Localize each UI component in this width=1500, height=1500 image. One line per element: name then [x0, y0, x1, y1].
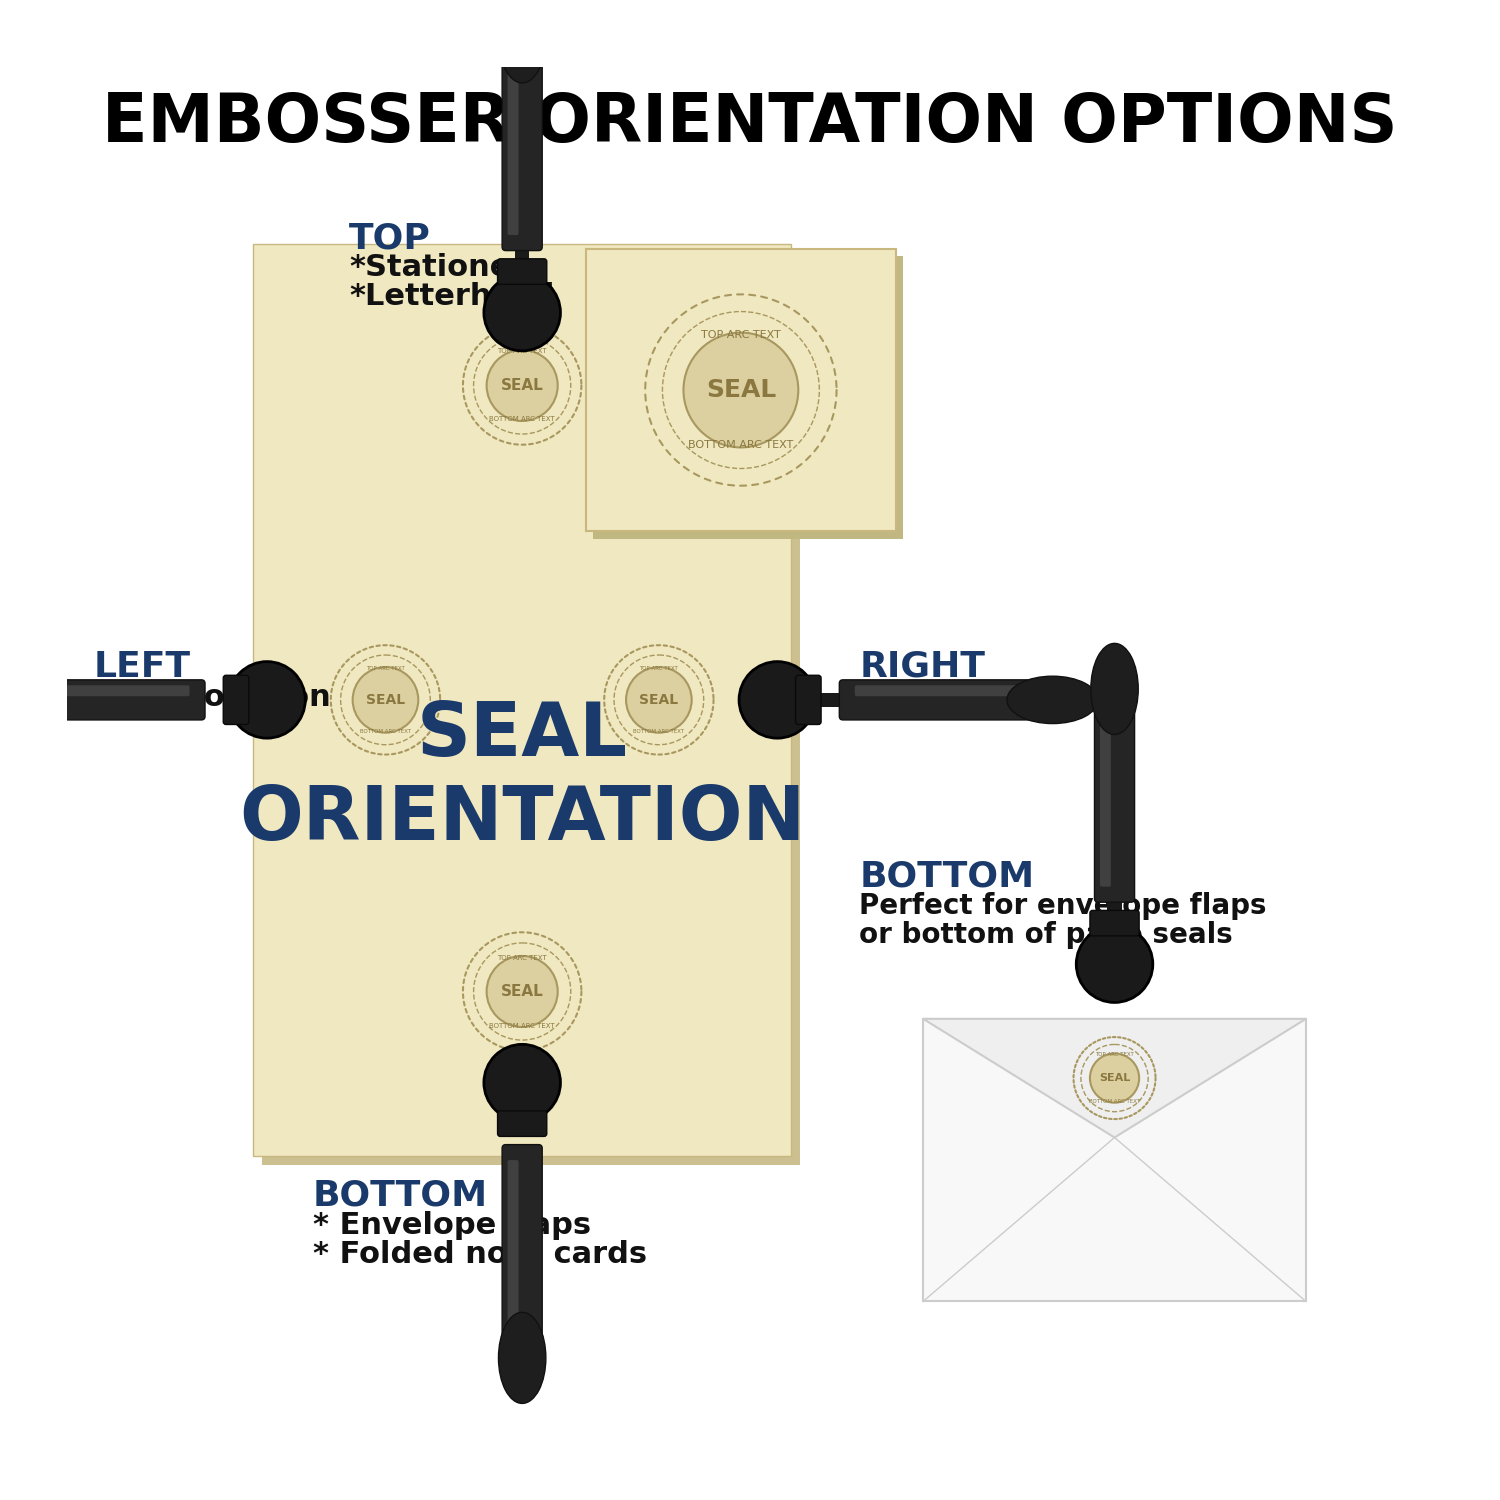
FancyBboxPatch shape [228, 693, 256, 706]
Text: BOTTOM: BOTTOM [312, 1179, 488, 1212]
Text: TOP ARC TEXT: TOP ARC TEXT [1095, 1052, 1134, 1058]
Text: RIGHT: RIGHT [859, 650, 986, 684]
Text: TOP: TOP [350, 222, 430, 255]
FancyBboxPatch shape [12, 686, 189, 696]
Text: BOTTOM ARC TEXT: BOTTOM ARC TEXT [1089, 1100, 1140, 1104]
FancyBboxPatch shape [840, 680, 1047, 720]
Circle shape [1090, 1053, 1138, 1102]
Polygon shape [922, 1019, 1306, 1137]
FancyBboxPatch shape [507, 1160, 519, 1336]
FancyBboxPatch shape [507, 58, 519, 236]
Circle shape [486, 350, 558, 422]
Text: *Letterhead: *Letterhead [350, 282, 555, 312]
Text: BOTTOM ARC TEXT: BOTTOM ARC TEXT [489, 417, 555, 423]
Circle shape [228, 662, 306, 738]
FancyBboxPatch shape [498, 1112, 548, 1137]
Text: *Not Common: *Not Common [94, 682, 330, 711]
Text: SEAL: SEAL [639, 693, 678, 706]
Text: * Folded note cards: * Folded note cards [312, 1240, 646, 1269]
Polygon shape [922, 1019, 1306, 1302]
FancyBboxPatch shape [1107, 898, 1122, 926]
Text: or bottom of page seals: or bottom of page seals [859, 921, 1233, 950]
Polygon shape [262, 254, 800, 1164]
Circle shape [684, 333, 798, 447]
Text: EMBOSSER ORIENTATION OPTIONS: EMBOSSER ORIENTATION OPTIONS [102, 90, 1398, 156]
Text: * Envelope flaps: * Envelope flaps [312, 1210, 591, 1240]
Text: TOP ARC TEXT: TOP ARC TEXT [498, 954, 548, 960]
Polygon shape [254, 244, 790, 1155]
Circle shape [626, 668, 692, 732]
Text: SEAL: SEAL [366, 693, 405, 706]
FancyBboxPatch shape [795, 675, 820, 724]
FancyBboxPatch shape [514, 1149, 529, 1176]
Circle shape [1077, 926, 1154, 1002]
Text: Perfect for envelope flaps: Perfect for envelope flaps [859, 892, 1268, 920]
Text: SEAL: SEAL [706, 378, 776, 402]
Text: TOP ARC TEXT: TOP ARC TEXT [700, 330, 782, 340]
FancyBboxPatch shape [503, 44, 542, 251]
FancyBboxPatch shape [1090, 910, 1138, 936]
Text: *Stationery: *Stationery [350, 254, 546, 282]
Polygon shape [586, 249, 896, 531]
Text: SEAL
ORIENTATION: SEAL ORIENTATION [238, 699, 806, 856]
Ellipse shape [0, 676, 38, 723]
FancyBboxPatch shape [1100, 710, 1112, 886]
Text: * Book page: * Book page [859, 682, 1066, 711]
Circle shape [486, 956, 558, 1028]
FancyBboxPatch shape [224, 675, 249, 724]
FancyBboxPatch shape [514, 248, 529, 274]
FancyBboxPatch shape [855, 686, 1032, 696]
Text: TOP ARC TEXT: TOP ARC TEXT [498, 348, 548, 354]
Text: BOTTOM ARC TEXT: BOTTOM ARC TEXT [489, 1023, 555, 1029]
Circle shape [484, 274, 561, 351]
FancyBboxPatch shape [816, 693, 843, 706]
Text: BOTTOM ARC TEXT: BOTTOM ARC TEXT [633, 729, 684, 734]
Ellipse shape [498, 1312, 546, 1404]
Ellipse shape [1090, 644, 1138, 735]
FancyBboxPatch shape [498, 260, 548, 285]
FancyBboxPatch shape [503, 1144, 542, 1353]
Polygon shape [594, 256, 903, 538]
Text: SEAL: SEAL [1100, 1072, 1130, 1083]
Text: BOTTOM: BOTTOM [859, 859, 1035, 894]
Circle shape [484, 1044, 561, 1120]
Ellipse shape [1007, 676, 1098, 723]
FancyBboxPatch shape [0, 680, 206, 720]
Text: SEAL: SEAL [501, 984, 543, 999]
FancyBboxPatch shape [1095, 694, 1134, 902]
Text: SEAL: SEAL [501, 378, 543, 393]
Text: BOTTOM ARC TEXT: BOTTOM ARC TEXT [688, 440, 794, 450]
Circle shape [352, 668, 419, 732]
Text: LEFT: LEFT [94, 650, 190, 684]
Text: TOP ARC TEXT: TOP ARC TEXT [366, 666, 405, 670]
Circle shape [740, 662, 816, 738]
Ellipse shape [498, 0, 546, 82]
Text: BOTTOM ARC TEXT: BOTTOM ARC TEXT [360, 729, 411, 734]
Text: TOP ARC TEXT: TOP ARC TEXT [639, 666, 678, 670]
